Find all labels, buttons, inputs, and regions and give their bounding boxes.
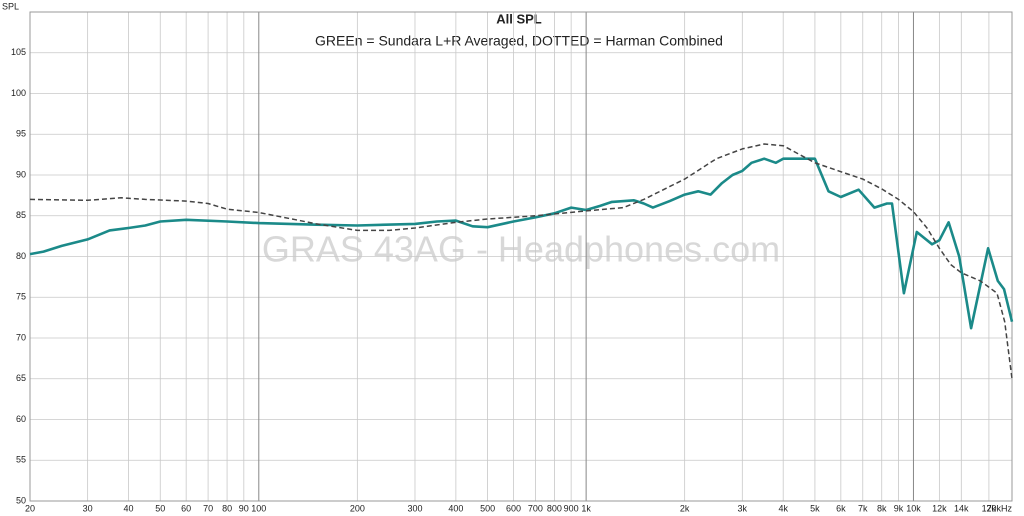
x-tick-label: 500	[480, 503, 495, 513]
y-tick-label: 90	[16, 169, 26, 179]
x-tick-label: 90	[239, 503, 249, 513]
x-tick-label: 6k	[836, 503, 846, 513]
x-tick-label: 20kHz	[986, 503, 1012, 513]
y-axis-label: SPL	[2, 1, 19, 11]
chart-title: All SPL	[496, 11, 542, 26]
x-tick-label: 8k	[877, 503, 887, 513]
x-tick-label: 50	[155, 503, 165, 513]
y-tick-label: 75	[16, 292, 26, 302]
x-tick-label: 12k	[932, 503, 947, 513]
y-tick-label: 85	[16, 210, 26, 220]
y-tick-label: 95	[16, 129, 26, 139]
y-tick-label: 70	[16, 332, 26, 342]
x-tick-label: 800	[547, 503, 562, 513]
x-tick-label: 80	[222, 503, 232, 513]
series-line	[29, 157, 1014, 330]
x-tick-label: 100	[251, 503, 266, 513]
y-tick-label: 100	[11, 88, 26, 98]
x-tick-label: 10k	[906, 503, 921, 513]
x-tick-label: 7k	[858, 503, 868, 513]
x-tick-label: 3k	[738, 503, 748, 513]
x-tick-label: 200	[350, 503, 365, 513]
x-tick-label: 9k	[894, 503, 904, 513]
x-tick-label: 900	[564, 503, 579, 513]
x-tick-label: 17k	[982, 503, 997, 513]
x-tick-label: 1k	[581, 503, 591, 513]
y-tick-label: 80	[16, 251, 26, 261]
y-tick-label: 65	[16, 373, 26, 383]
x-tick-label: 4k	[778, 503, 788, 513]
chart-subtitle: GREEn = Sundara L+R Averaged, DOTTED = H…	[315, 33, 723, 49]
y-tick-label: 60	[16, 414, 26, 424]
series-line	[29, 143, 1013, 379]
x-tick-label: 70	[203, 503, 213, 513]
y-tick-label: 55	[16, 455, 26, 465]
watermark: GRAS 43AG - Headphones.com	[262, 229, 780, 270]
x-tick-label: 40	[124, 503, 134, 513]
x-tick-label: 700	[528, 503, 543, 513]
x-tick-label: 400	[448, 503, 463, 513]
x-tick-label: 300	[407, 503, 422, 513]
x-tick-label: 14k	[954, 503, 969, 513]
x-tick-label: 30	[83, 503, 93, 513]
x-tick-label: 20	[25, 503, 35, 513]
y-tick-label: 105	[11, 47, 26, 57]
x-tick-label: 600	[506, 503, 521, 513]
plot-frame	[29, 11, 1013, 502]
y-tick-label: 50	[16, 495, 26, 505]
x-tick-label: 60	[181, 503, 191, 513]
x-tick-label: 5k	[810, 503, 820, 513]
x-tick-label: 2k	[680, 503, 690, 513]
